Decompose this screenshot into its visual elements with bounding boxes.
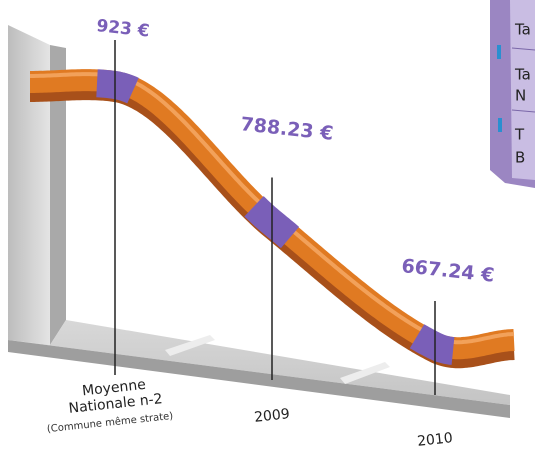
sidebar-text: B — [515, 149, 525, 167]
floor-divider — [340, 362, 390, 384]
sidebar-text: N — [515, 87, 526, 105]
value-label: 923 € — [95, 16, 150, 41]
value-label: 667.24 € — [401, 255, 496, 287]
sidebar-face — [510, 0, 535, 180]
sidebar-rule — [511, 47, 535, 51]
left-wall — [8, 25, 50, 345]
x-tick-label: 2009 — [253, 406, 290, 426]
x-tick-label: MoyenneNationale n-2 — [66, 375, 163, 417]
value-label: 788.23 € — [239, 113, 334, 145]
floor — [8, 320, 510, 405]
x-tick-note: (Commune même strate) — [46, 410, 173, 435]
x-tick-label-line: Moyenne — [81, 377, 146, 400]
sidebar-bullet — [497, 45, 501, 59]
sidebar-text: Ta — [514, 21, 531, 39]
sidebar-rule — [511, 109, 535, 113]
sidebar-bullet — [498, 118, 502, 132]
floor-divider — [165, 335, 215, 356]
sidebar-text: Ta — [514, 66, 531, 84]
floor-edge — [8, 340, 510, 418]
sidebar-text: T — [514, 126, 525, 144]
x-tick-label: 2010 — [416, 430, 453, 450]
left-wall-edge — [50, 45, 66, 345]
